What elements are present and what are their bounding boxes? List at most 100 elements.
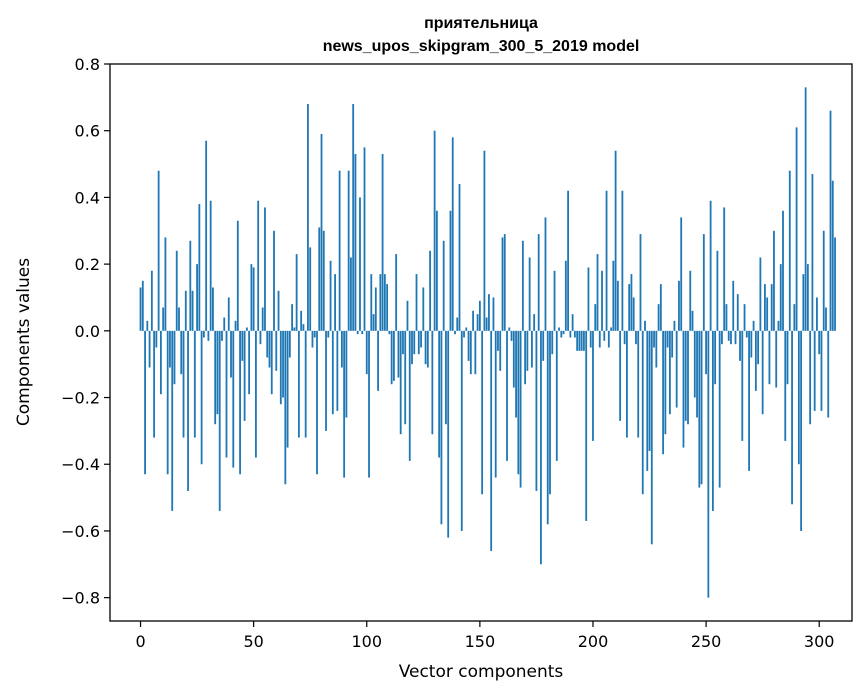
x-tick-label: 300 [804, 632, 835, 651]
bar [243, 330, 246, 421]
bar [404, 330, 407, 425]
bar [162, 307, 165, 331]
bar [619, 330, 622, 421]
y-tick-label: −0.6 [61, 522, 100, 541]
bar [157, 170, 160, 331]
bar [180, 330, 183, 375]
bar [146, 320, 149, 331]
bar [463, 330, 465, 338]
bar [736, 294, 739, 331]
bar [368, 330, 370, 478]
bar [524, 330, 527, 385]
bar [334, 274, 336, 331]
bar [795, 127, 798, 331]
bar [417, 330, 420, 355]
bar [596, 254, 599, 331]
bar [485, 317, 488, 331]
bar [745, 330, 748, 338]
bar [320, 134, 323, 331]
bar [340, 330, 343, 368]
bar [236, 220, 239, 331]
bar [558, 327, 560, 331]
bar [605, 190, 608, 331]
bar [288, 330, 291, 358]
bar [562, 330, 565, 335]
bar [811, 174, 814, 331]
bar [802, 274, 805, 331]
bar [707, 330, 710, 598]
bar [291, 304, 294, 331]
x-tick-label: 200 [578, 632, 609, 651]
bar [680, 217, 683, 331]
bar [585, 330, 588, 521]
bar [813, 330, 816, 411]
bar [381, 154, 384, 331]
bar [668, 330, 671, 415]
bar [698, 330, 701, 488]
bar [544, 217, 547, 331]
bar [506, 330, 508, 461]
bar [275, 330, 278, 371]
bar [266, 330, 269, 358]
bar [438, 330, 441, 458]
bar [187, 330, 189, 491]
bar [261, 307, 264, 331]
bar [304, 330, 307, 438]
bar [711, 330, 714, 511]
bar [497, 330, 499, 351]
bar [829, 110, 832, 331]
bar [501, 237, 504, 331]
bar [169, 330, 171, 368]
bar [202, 330, 205, 338]
bar [510, 330, 513, 341]
bar [499, 330, 502, 371]
bar [616, 280, 619, 331]
y-tick-label: 0.2 [75, 255, 100, 274]
bar [456, 317, 459, 331]
bar [286, 330, 289, 448]
bar [214, 330, 217, 425]
bar [530, 330, 533, 368]
bar [519, 330, 522, 488]
bar [411, 330, 413, 365]
bar [551, 330, 554, 355]
y-tick-label: −0.8 [61, 589, 100, 608]
bar [307, 104, 309, 331]
bar [408, 330, 411, 461]
bar [528, 257, 531, 331]
bar [171, 330, 174, 511]
x-axis-label: Vector components [399, 662, 564, 682]
bar [422, 287, 425, 331]
bar [302, 324, 305, 331]
bar [212, 287, 214, 331]
bar [377, 330, 379, 391]
bar [277, 290, 280, 331]
bar [594, 304, 597, 331]
bar [825, 307, 827, 331]
bar [352, 104, 355, 331]
bar [639, 234, 642, 331]
bar [614, 150, 617, 331]
bar [641, 330, 644, 495]
bar [673, 320, 676, 331]
bar [318, 227, 321, 331]
bar [454, 330, 456, 335]
bar [718, 330, 721, 488]
bar [245, 327, 248, 331]
bar [632, 297, 635, 331]
bar [576, 330, 579, 351]
bar [402, 330, 404, 355]
bar [696, 330, 698, 418]
bar [139, 287, 142, 331]
bar [196, 264, 198, 331]
bar [752, 320, 755, 331]
bar [635, 330, 637, 345]
bar [725, 304, 728, 331]
bar [732, 280, 735, 331]
bar [397, 330, 400, 378]
bar [216, 330, 219, 415]
bar [395, 254, 398, 331]
bar [542, 330, 545, 361]
x-tick-label: 150 [465, 632, 496, 651]
bar [225, 330, 228, 458]
